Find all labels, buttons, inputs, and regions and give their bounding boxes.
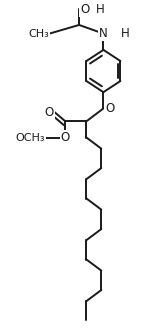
Text: CH₃: CH₃ <box>29 29 49 39</box>
Text: O: O <box>105 102 114 115</box>
Text: N: N <box>99 27 108 40</box>
Text: H: H <box>121 27 129 40</box>
Text: O: O <box>80 3 89 16</box>
Text: O: O <box>44 106 54 119</box>
Text: OCH₃: OCH₃ <box>16 133 45 143</box>
Text: O: O <box>61 131 70 144</box>
Text: H: H <box>96 3 105 16</box>
